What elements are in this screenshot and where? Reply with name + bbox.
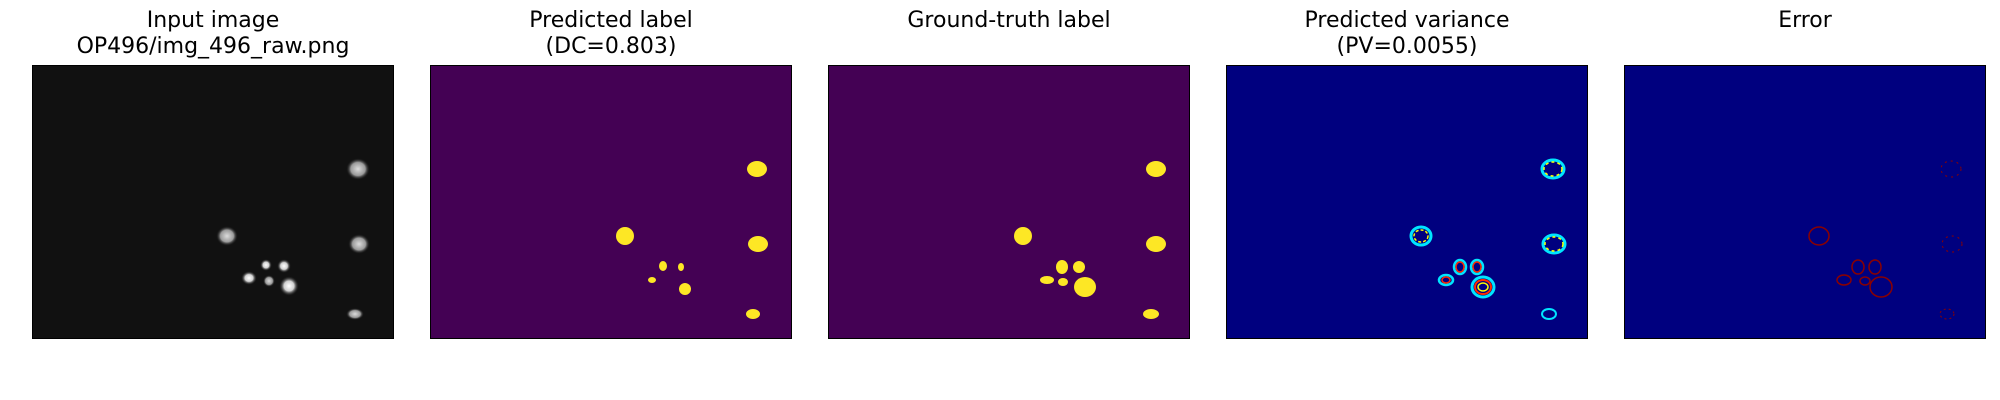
image-background bbox=[33, 66, 393, 338]
variance-ring bbox=[1469, 258, 1485, 276]
cell-blob bbox=[348, 234, 370, 254]
panel-title: Ground-truth label bbox=[828, 8, 1190, 34]
label-blob bbox=[746, 309, 760, 319]
error-outline bbox=[1851, 259, 1865, 275]
error-outline bbox=[1808, 226, 1830, 246]
label-background bbox=[431, 66, 791, 338]
title-line-2: (DC=0.803) bbox=[545, 34, 677, 59]
label-blob bbox=[678, 263, 684, 271]
variance-ring bbox=[1541, 233, 1567, 255]
title-line-2: OP496/img_496_raw.png bbox=[76, 34, 350, 59]
label-blob bbox=[616, 227, 634, 245]
error-background bbox=[1625, 66, 1985, 338]
label-blob bbox=[1143, 309, 1159, 319]
label-blob bbox=[747, 161, 767, 177]
label-blob bbox=[648, 277, 656, 283]
label-blob bbox=[1146, 236, 1166, 252]
error-canvas bbox=[1625, 66, 1985, 338]
title-line-1: Predicted variance bbox=[1304, 8, 1510, 33]
panel-input-image: Input image OP496/img_496_raw.png bbox=[32, 0, 394, 340]
input-image-canvas bbox=[33, 66, 393, 338]
panel-ground-truth-label: Ground-truth label bbox=[828, 0, 1190, 340]
cell-blob bbox=[263, 275, 275, 287]
ground-truth-canvas bbox=[829, 66, 1189, 338]
label-blob bbox=[748, 236, 768, 252]
label-blob bbox=[1040, 276, 1054, 284]
label-blob bbox=[679, 283, 691, 295]
label-blob bbox=[1074, 277, 1096, 297]
variance-ring bbox=[1409, 225, 1433, 247]
title-line-2: Error bbox=[1778, 8, 1832, 33]
panel-predicted-variance: Predicted variance (PV=0.0055) bbox=[1226, 0, 1588, 340]
panel-title: Error bbox=[1624, 8, 1986, 34]
variance-ring bbox=[1452, 258, 1468, 276]
error-outline bbox=[1939, 308, 1955, 320]
label-background bbox=[829, 66, 1189, 338]
label-blob bbox=[659, 261, 667, 271]
predicted-label-canvas bbox=[431, 66, 791, 338]
cell-blob bbox=[279, 276, 299, 296]
error-view bbox=[1624, 65, 1986, 339]
error-outline bbox=[1859, 276, 1871, 286]
label-blob bbox=[1146, 161, 1166, 177]
title-line-1: Predicted label bbox=[529, 8, 693, 33]
title-line-2: Ground-truth label bbox=[907, 8, 1111, 33]
variance-ring bbox=[1470, 275, 1496, 299]
label-blob bbox=[1056, 260, 1068, 274]
panel-title: Input image OP496/img_496_raw.png bbox=[32, 8, 394, 60]
label-blob bbox=[1073, 261, 1085, 273]
panel-error: Error bbox=[1624, 0, 1986, 340]
error-outline bbox=[1869, 276, 1893, 298]
error-outline bbox=[1941, 235, 1963, 253]
variance-ring bbox=[1541, 308, 1557, 320]
cell-blob bbox=[346, 158, 370, 180]
cell-blob bbox=[260, 259, 272, 271]
label-blob bbox=[1058, 278, 1068, 286]
label-blob bbox=[1014, 227, 1032, 245]
variance-background bbox=[1227, 66, 1587, 338]
title-line-2: (PV=0.0055) bbox=[1336, 34, 1478, 59]
error-outline bbox=[1836, 274, 1852, 286]
cell-blob bbox=[216, 226, 238, 246]
variance-ring bbox=[1540, 158, 1566, 180]
ground-truth-view bbox=[828, 65, 1190, 339]
cell-blob bbox=[241, 271, 257, 285]
error-outline bbox=[1940, 160, 1962, 178]
cell-blob bbox=[277, 259, 291, 273]
title-line-1: Input image bbox=[146, 8, 280, 33]
cell-blob bbox=[346, 308, 364, 320]
error-outline bbox=[1868, 259, 1882, 275]
predicted-label-view bbox=[430, 65, 792, 339]
panel-predicted-label: Predicted label (DC=0.803) bbox=[430, 0, 792, 340]
predicted-variance-view bbox=[1226, 65, 1588, 339]
variance-ring bbox=[1437, 273, 1455, 287]
panel-title: Predicted variance (PV=0.0055) bbox=[1226, 8, 1588, 60]
predicted-variance-canvas bbox=[1227, 66, 1587, 338]
panel-title: Predicted label (DC=0.803) bbox=[430, 8, 792, 60]
input-image-view bbox=[32, 65, 394, 339]
